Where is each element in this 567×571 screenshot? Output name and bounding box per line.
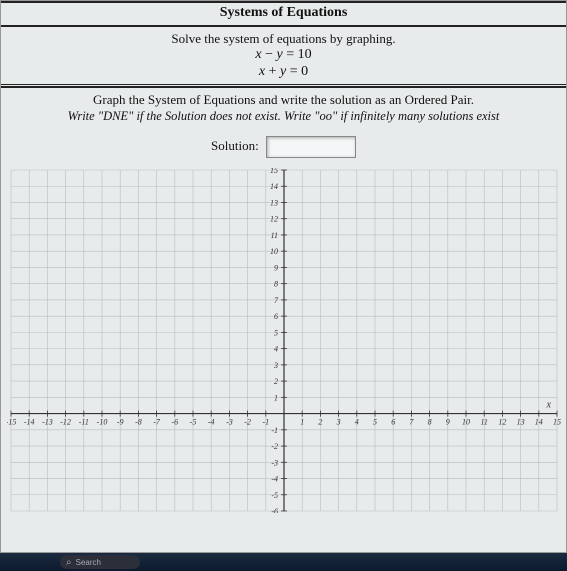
svg-text:2: 2: [274, 377, 278, 386]
svg-text:-8: -8: [135, 417, 142, 426]
instruction-line-2: Write "DNE" if the Solution does not exi…: [1, 108, 566, 130]
eq2-op: +: [265, 64, 280, 79]
svg-text:8: 8: [428, 417, 432, 426]
svg-text:15: 15: [270, 168, 278, 175]
svg-text:-4: -4: [208, 417, 215, 426]
svg-text:-6: -6: [271, 507, 278, 513]
svg-text:5: 5: [373, 417, 377, 426]
svg-text:12: 12: [270, 214, 278, 223]
svg-text:x: x: [546, 399, 552, 410]
svg-text:-1: -1: [271, 425, 278, 434]
svg-text:4: 4: [355, 417, 359, 426]
svg-text:-7: -7: [153, 417, 161, 426]
svg-text:3: 3: [336, 417, 341, 426]
equation-1: x − y = 10: [1, 47, 566, 64]
svg-text:-10: -10: [97, 417, 108, 426]
problem-subtitle: Solve the system of equations by graphin…: [1, 27, 566, 47]
svg-text:-2: -2: [271, 442, 278, 451]
instruction-line-1: Graph the System of Equations and write …: [1, 88, 566, 108]
svg-text:-13: -13: [42, 417, 53, 426]
svg-text:11: 11: [271, 231, 278, 240]
svg-text:10: 10: [462, 417, 470, 426]
svg-text:-1: -1: [262, 417, 269, 426]
svg-text:-4: -4: [271, 474, 278, 483]
worksheet-page: Systems of Equations Solve the system of…: [0, 0, 567, 553]
svg-text:-9: -9: [117, 417, 124, 426]
taskbar: Search: [0, 553, 567, 571]
svg-text:9: 9: [446, 417, 450, 426]
svg-text:15: 15: [553, 417, 561, 426]
equation-block: x − y = 10 x + y = 0: [1, 47, 566, 84]
coordinate-grid: -15-14-13-12-11-10-9-8-7-6-5-4-3-2-11234…: [7, 168, 561, 513]
svg-text:-14: -14: [24, 417, 35, 426]
svg-text:2: 2: [318, 417, 322, 426]
svg-text:5: 5: [274, 328, 278, 337]
svg-text:12: 12: [498, 417, 506, 426]
svg-text:-3: -3: [271, 458, 278, 467]
svg-text:14: 14: [535, 417, 543, 426]
svg-text:13: 13: [270, 198, 278, 207]
svg-text:8: 8: [274, 279, 278, 288]
taskbar-search[interactable]: Search: [60, 555, 140, 569]
svg-text:-5: -5: [271, 490, 278, 499]
taskbar-search-text: Search: [76, 558, 101, 567]
svg-text:-6: -6: [171, 417, 178, 426]
solution-label: Solution:: [211, 138, 259, 153]
rule-above-instr: [1, 84, 566, 85]
svg-text:1: 1: [300, 417, 304, 426]
svg-text:14: 14: [270, 182, 278, 191]
svg-text:13: 13: [517, 417, 525, 426]
svg-text:7: 7: [274, 295, 279, 304]
svg-text:-2: -2: [244, 417, 251, 426]
solution-row: Solution:: [1, 130, 566, 168]
svg-text:10: 10: [270, 247, 278, 256]
svg-text:-12: -12: [60, 417, 71, 426]
svg-text:6: 6: [391, 417, 395, 426]
eq1-eq: =: [283, 47, 298, 62]
svg-text:-3: -3: [226, 417, 233, 426]
eq1-op: −: [262, 47, 277, 62]
svg-text:-5: -5: [190, 417, 197, 426]
chart-container: -15-14-13-12-11-10-9-8-7-6-5-4-3-2-11234…: [1, 168, 566, 513]
svg-text:4: 4: [274, 344, 278, 353]
svg-text:-11: -11: [79, 417, 89, 426]
eq1-rhs: 10: [298, 47, 312, 62]
svg-text:3: 3: [273, 360, 278, 369]
svg-text:6: 6: [274, 312, 278, 321]
eq2-eq: =: [286, 64, 301, 79]
eq2-rhs: 0: [301, 64, 308, 79]
svg-text:9: 9: [274, 263, 278, 272]
svg-text:1: 1: [274, 393, 278, 402]
page-title: Systems of Equations: [1, 3, 566, 25]
equation-2: x + y = 0: [1, 64, 566, 81]
svg-text:7: 7: [409, 417, 414, 426]
svg-text:11: 11: [480, 417, 487, 426]
solution-input[interactable]: [266, 136, 356, 158]
svg-text:-15: -15: [7, 417, 16, 426]
